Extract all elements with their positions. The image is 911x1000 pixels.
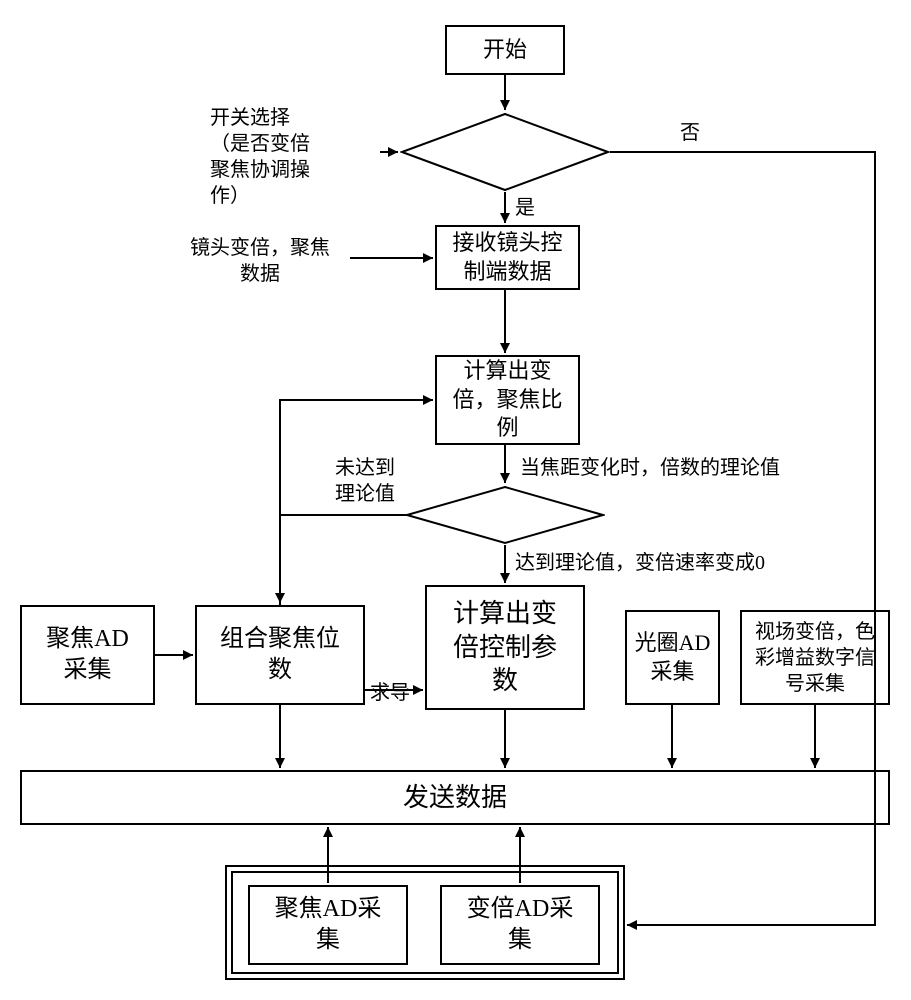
receive-node: 接收镜头控 制端数据: [435, 225, 580, 290]
decision-2: [405, 485, 605, 545]
start-label: 开始: [483, 36, 527, 65]
field-zoom-text: 视场变倍，色 彩增益数字信 号采集: [755, 619, 875, 697]
derive-label: 求导: [370, 680, 410, 706]
focus-ad-bottom-text: 聚焦AD采 集: [275, 894, 382, 956]
decision-1: [400, 112, 610, 192]
reached-label: 达到理论值，变倍速率变成0: [515, 550, 815, 576]
calc-ratio-node: 计算出变 倍，聚焦比 例: [435, 355, 580, 445]
focus-ad-left-text: 聚焦AD 采集: [46, 624, 129, 686]
no-label: 否: [680, 120, 700, 146]
when-focal-text: 当焦距变化时，倍数的理论值: [520, 457, 780, 479]
send-data-text: 发送数据: [403, 781, 507, 815]
derive-text: 求导: [370, 682, 410, 704]
calc-zoom-text: 计算出变 倍控制参 数: [453, 597, 557, 698]
receive-text: 接收镜头控 制端数据: [452, 229, 562, 286]
calc-zoom-node: 计算出变 倍控制参 数: [425, 585, 585, 710]
calc-ratio-text: 计算出变 倍，聚焦比 例: [452, 357, 562, 443]
reached-text: 达到理论值，变倍速率变成0: [515, 552, 765, 574]
focus-ad-left-node: 聚焦AD 采集: [20, 605, 155, 705]
combine-focus-text: 组合聚焦位 数: [220, 624, 340, 686]
switch-choice-label: 开关选择 （是否变倍 聚焦协调操 作）: [210, 105, 380, 209]
lens-data-text: 镜头变倍，聚焦 数据: [190, 237, 330, 285]
switch-choice-text: 开关选择 （是否变倍 聚焦协调操 作）: [210, 107, 310, 207]
combine-focus-node: 组合聚焦位 数: [195, 605, 365, 705]
aperture-ad-node: 光圈AD 采集: [625, 610, 720, 705]
focus-ad-bottom-node: 聚焦AD采 集: [248, 885, 408, 965]
start-node: 开始: [445, 25, 565, 75]
not-reached-label: 未达到 理论值: [325, 455, 405, 507]
send-data-node: 发送数据: [20, 770, 890, 825]
yes-text: 是: [515, 197, 535, 219]
field-zoom-node: 视场变倍，色 彩增益数字信 号采集: [740, 610, 890, 705]
zoom-ad-bottom-text: 变倍AD采 集: [467, 894, 574, 956]
not-reached-text: 未达到 理论值: [335, 457, 395, 505]
when-focal-label: 当焦距变化时，倍数的理论值: [520, 455, 830, 481]
aperture-ad-text: 光圈AD 采集: [635, 629, 711, 686]
no-text: 否: [680, 122, 700, 144]
lens-data-label: 镜头变倍，聚焦 数据: [170, 235, 350, 287]
yes-label: 是: [515, 195, 535, 221]
zoom-ad-bottom-node: 变倍AD采 集: [440, 885, 600, 965]
